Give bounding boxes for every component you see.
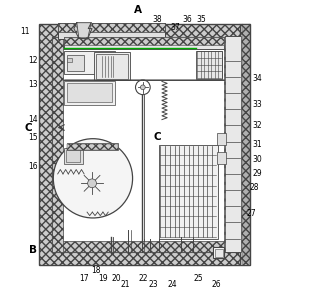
Text: 29: 29 bbox=[252, 169, 262, 178]
Text: 24: 24 bbox=[167, 280, 177, 289]
Bar bbox=[52, 37, 63, 252]
Bar bbox=[66, 143, 118, 150]
Bar bbox=[64, 37, 224, 49]
Text: C: C bbox=[24, 123, 32, 133]
Bar bbox=[215, 248, 223, 257]
Text: 23: 23 bbox=[148, 280, 158, 289]
Circle shape bbox=[53, 139, 133, 218]
Circle shape bbox=[141, 85, 145, 90]
Bar bbox=[159, 145, 218, 239]
Text: 12: 12 bbox=[28, 56, 38, 65]
Text: 21: 21 bbox=[121, 280, 130, 289]
Bar bbox=[58, 23, 165, 39]
Text: 38: 38 bbox=[153, 15, 162, 24]
Text: 15: 15 bbox=[28, 133, 38, 142]
Text: 37: 37 bbox=[170, 23, 180, 32]
Bar bbox=[240, 24, 250, 265]
Text: 16: 16 bbox=[28, 162, 38, 171]
Text: 19: 19 bbox=[98, 274, 108, 283]
Text: 31: 31 bbox=[252, 140, 262, 149]
Bar bbox=[64, 81, 115, 105]
Bar bbox=[96, 54, 128, 78]
Bar bbox=[66, 150, 80, 162]
Text: 28: 28 bbox=[250, 183, 259, 192]
Bar bbox=[196, 51, 222, 78]
Text: 35: 35 bbox=[197, 15, 206, 24]
Text: 11: 11 bbox=[21, 27, 30, 36]
Text: A: A bbox=[135, 4, 142, 14]
Text: 26: 26 bbox=[211, 280, 221, 289]
Text: 20: 20 bbox=[112, 274, 121, 283]
Bar bbox=[38, 24, 250, 265]
Text: C: C bbox=[154, 132, 161, 142]
Bar bbox=[94, 52, 130, 80]
Text: B: B bbox=[29, 245, 37, 255]
Bar bbox=[64, 37, 224, 45]
Bar bbox=[224, 37, 235, 252]
Text: 14: 14 bbox=[28, 115, 38, 124]
Bar bbox=[52, 37, 235, 252]
Text: 33: 33 bbox=[252, 100, 262, 109]
Bar bbox=[217, 133, 226, 145]
Text: 22: 22 bbox=[138, 274, 148, 283]
Bar bbox=[213, 247, 225, 258]
Bar bbox=[225, 36, 241, 252]
Polygon shape bbox=[77, 23, 91, 39]
Text: 34: 34 bbox=[252, 74, 262, 83]
Bar bbox=[64, 51, 115, 74]
Bar bbox=[52, 241, 235, 252]
Bar bbox=[67, 58, 72, 62]
Bar bbox=[66, 144, 118, 150]
Bar bbox=[58, 23, 165, 32]
Bar bbox=[217, 152, 226, 164]
Bar bbox=[64, 148, 83, 164]
Text: 25: 25 bbox=[194, 274, 204, 283]
Bar bbox=[66, 83, 112, 102]
Text: 17: 17 bbox=[79, 274, 89, 283]
Bar bbox=[66, 55, 84, 71]
Text: 30: 30 bbox=[252, 155, 262, 164]
Text: 32: 32 bbox=[252, 121, 262, 130]
Bar bbox=[52, 37, 235, 49]
Text: 18: 18 bbox=[91, 266, 100, 275]
Text: 27: 27 bbox=[247, 209, 256, 218]
Text: 13: 13 bbox=[28, 80, 38, 89]
Text: 36: 36 bbox=[182, 15, 192, 24]
Circle shape bbox=[88, 179, 96, 188]
